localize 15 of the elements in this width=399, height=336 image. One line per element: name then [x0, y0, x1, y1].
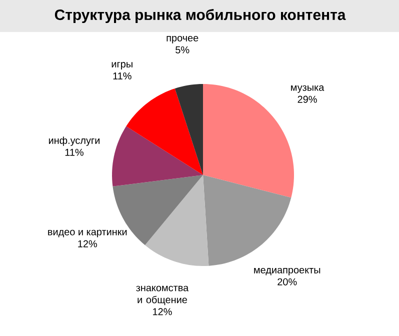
- data-label: 11%: [113, 72, 132, 80]
- data-label: 12%: [153, 308, 172, 316]
- data-label: 29%: [298, 96, 317, 103]
- data-label: 5%: [176, 46, 190, 54]
- slice-label: прочее: [166, 36, 198, 44]
- data-label: 20%: [278, 278, 297, 286]
- slice-label: знакомства и общение: [136, 286, 189, 306]
- data-label: 12%: [78, 240, 97, 248]
- slice-label: видео и картинки: [48, 230, 127, 238]
- slice-label: музыка: [291, 85, 324, 93]
- chart-title: Структура рынка мобильного контента: [54, 8, 346, 24]
- slice-label: инф.услуги: [48, 136, 100, 146]
- slice-label: медиапроекты: [254, 268, 320, 276]
- data-label: 11%: [65, 148, 84, 156]
- slice-label: игры: [112, 62, 132, 70]
